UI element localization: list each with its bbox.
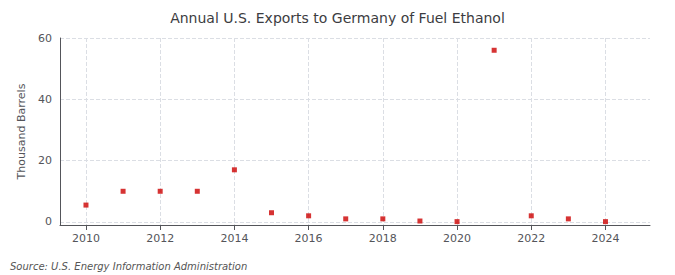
- svg-text:2022: 2022: [517, 232, 545, 245]
- svg-text:2018: 2018: [369, 232, 397, 245]
- svg-text:20: 20: [38, 154, 52, 167]
- svg-text:2024: 2024: [591, 232, 619, 245]
- svg-text:0: 0: [45, 215, 52, 228]
- svg-text:60: 60: [38, 32, 52, 45]
- svg-text:Thousand Barrels: Thousand Barrels: [15, 83, 28, 180]
- svg-text:Annual U.S. Exports to Germany: Annual U.S. Exports to Germany of Fuel E…: [170, 10, 505, 26]
- svg-text:2020: 2020: [443, 232, 471, 245]
- svg-text:Source: U.S. Energy Informatio: Source: U.S. Energy Information Administ…: [10, 261, 247, 272]
- svg-text:2012: 2012: [146, 232, 174, 245]
- svg-text:2014: 2014: [220, 232, 248, 245]
- svg-text:2016: 2016: [295, 232, 323, 245]
- svg-text:40: 40: [38, 93, 52, 106]
- svg-text:2010: 2010: [72, 232, 100, 245]
